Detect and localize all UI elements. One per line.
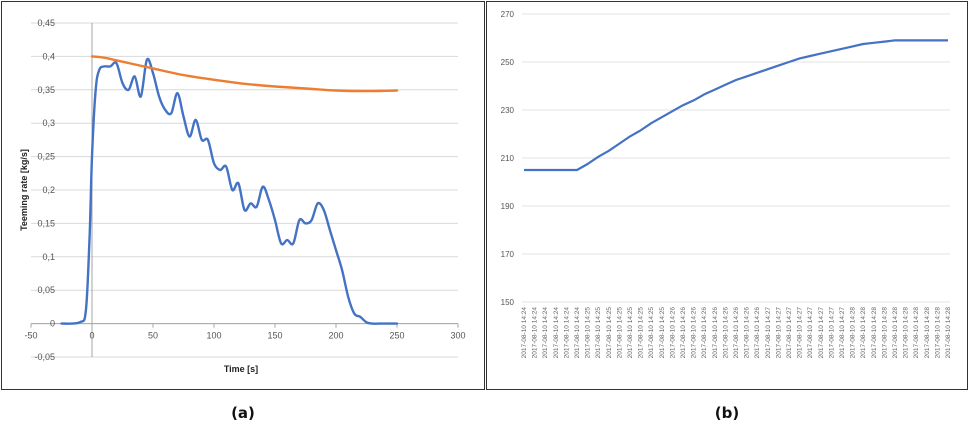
chart-b-gridlines [522, 13, 950, 303]
chart-b-x-tick-label: 2017-08-10 14:26 [691, 307, 698, 359]
chart-b-x-tick-label: 2017-08-10 14:24 [532, 307, 539, 359]
chart-b-x-tick-label: 2017-08-10 14:28 [903, 307, 910, 359]
chart-a-x-tick-label: 100 [206, 331, 221, 341]
chart-b-x-tick-label: 2017-08-10 14:27 [839, 307, 846, 359]
chart-a-y-axis-label: Teeming rate [kg/s] [19, 149, 29, 231]
chart-b-y-tick-label: 210 [501, 154, 515, 163]
chart-b-x-tick-label: 2017-08-10 14:28 [892, 307, 899, 359]
chart-a-x-tick-label: 0 [89, 331, 94, 341]
chart-a-y-tick-label: 0,1 [42, 252, 55, 262]
chart-b-x-tick-label: 2017-08-10 14:24 [542, 307, 549, 359]
chart-b-x-tick-label: 2017-08-10 14:26 [722, 307, 729, 359]
chart-b-x-tick-label: 2017-08-10 14:26 [754, 307, 761, 359]
chart-b-x-tick-label: 2017-08-10 14:26 [669, 307, 676, 359]
chart-a-x-axis-label: Time [s] [224, 364, 258, 374]
chart-b-y-tick-label: 230 [501, 106, 515, 115]
chart-b-y-tick-label: 250 [501, 58, 515, 67]
caption-a: (a) [231, 404, 255, 422]
chart-b-x-tick-label: 2017-08-10 14:27 [765, 307, 772, 359]
chart-a-y-ticks: -0,05 0 0,05 0,1 0,15 0,2 0,25 0,3 0,35 0,4 0,45 [34, 18, 55, 362]
chart-b-x-tick-label: 2017-08-10 14:25 [638, 307, 645, 359]
chart-b-x-tick-label: 2017-08-10 14:28 [924, 307, 931, 359]
chart-a-y-tick-label: 0,15 [37, 218, 55, 228]
chart-b-x-tick-label: 2017-08-10 14:25 [595, 307, 602, 359]
chart-b-x-tick-label: 2017-08-10 14:24 [574, 307, 581, 359]
caption-b: (b) [715, 404, 739, 422]
chart-b-y-tick-label: 270 [501, 10, 515, 19]
chart-b-y-tick-label: 190 [501, 202, 515, 211]
chart-b-x-tick-label: 2017-08-10 14:27 [786, 307, 793, 359]
chart-a-x-ticks: -50 0 50 100 150 200 250 300 [24, 331, 465, 341]
chart-a-series-line-1 [90, 55, 399, 93]
chart-b-x-tick-label: 2017-08-10 14:25 [648, 307, 655, 359]
chart-b-series-line-0 [524, 39, 948, 172]
panel-a-frame [1, 1, 485, 390]
chart-b-x-tick-label: 2017-08-10 14:27 [775, 307, 782, 359]
chart-b-x-tick-label: 2017-08-10 14:25 [616, 307, 623, 359]
chart-b-x-tick-label: 2017-08-10 14:28 [850, 307, 857, 359]
chart-a-x-tick-label: 150 [267, 331, 282, 341]
chart-a-y-tick-label: 0,35 [37, 85, 55, 95]
chart-b-x-tick-label: 2017-08-10 14:28 [913, 307, 920, 359]
chart-b-x-tick-label: 2017-08-10 14:26 [712, 307, 719, 359]
chart-b-x-tick-label: 2017-08-10 14:25 [585, 307, 592, 359]
chart-b-x-tick-label: 2017-08-10 14:28 [881, 307, 888, 359]
panel-b-frame [486, 1, 968, 390]
chart-b-x-tick-label: 2017-08-10 14:26 [733, 307, 740, 359]
chart-a-y-tick-label: -0,05 [34, 352, 55, 362]
chart-a-series [60, 55, 399, 325]
chart-a-y-tick-label: 0 [50, 319, 55, 329]
chart-b-series [524, 39, 948, 172]
chart-a-y-tick-label: 0,3 [42, 118, 55, 128]
chart-b-x-tick-label: 2017-08-10 14:27 [807, 307, 814, 359]
chart-b-x-tick-label: 2017-08-10 14:26 [744, 307, 751, 359]
chart-b-x-tick-label: 2017-08-10 14:24 [521, 307, 528, 359]
chart-b-x-tick-label: 2017-08-10 14:28 [945, 307, 952, 359]
chart-a-x-tick-label: 50 [148, 331, 158, 341]
chart-b-y-tick-label: 150 [501, 298, 515, 307]
chart-b-x-tick-label: 2017-08-10 14:26 [701, 307, 708, 359]
chart-b-x-tick-label: 2017-08-10 14:28 [860, 307, 867, 359]
chart-a-y-tick-label: 0,25 [37, 152, 55, 162]
chart-a-y-tick-label: 0,45 [37, 18, 55, 28]
chart-b-x-tick-label: 2017-08-10 14:26 [680, 307, 687, 359]
chart-a-x-tick-label: -50 [24, 331, 37, 341]
chart-a-y-tick-label: 0,05 [37, 285, 55, 295]
chart-b-x-tick-label: 2017-08-10 14:27 [797, 307, 804, 359]
chart-b-x-tick-label: 2017-08-10 14:28 [871, 307, 878, 359]
chart-b-y-ticks: 150 170 190 210 230 250 270 [501, 10, 515, 307]
chart-a-x-tick-label: 200 [328, 331, 343, 341]
chart-b-x-tick-label: 2017-08-10 14:24 [563, 307, 570, 359]
chart-b-x-tick-label: 2017-08-10 14:24 [553, 307, 560, 359]
chart-b-x-tick-label: 2017-08-10 14:25 [606, 307, 613, 359]
chart-a-y-tick-label: 0,2 [42, 185, 55, 195]
chart-b-x-tick-label: 2017-08-10 14:25 [627, 307, 634, 359]
chart-a-y-tick-label: 0,4 [42, 51, 55, 61]
chart-a-series-line-0 [60, 57, 399, 325]
chart-b-y-tick-label: 170 [501, 250, 515, 259]
chart-b-x-tick-label: 2017-08-10 14:27 [818, 307, 825, 359]
chart-b-x-ticks: 2017-08-10 14:24 2017-08-10 14:24 2017-08-… [521, 307, 952, 359]
chart-a-x-tick-label: 300 [450, 331, 465, 341]
chart-a: -0,05 0 0,05 0,1 0,15 0,2 0,25 0,3 0,35 0,4 0,45 -… [19, 18, 466, 374]
chart-b-x-tick-label: 2017-08-10 14:28 [934, 307, 941, 359]
chart-a-x-tick-label: 250 [389, 331, 404, 341]
chart-b-x-tick-label: 2017-08-10 14:25 [659, 307, 666, 359]
chart-b-x-tick-label: 2017-08-10 14:27 [828, 307, 835, 359]
